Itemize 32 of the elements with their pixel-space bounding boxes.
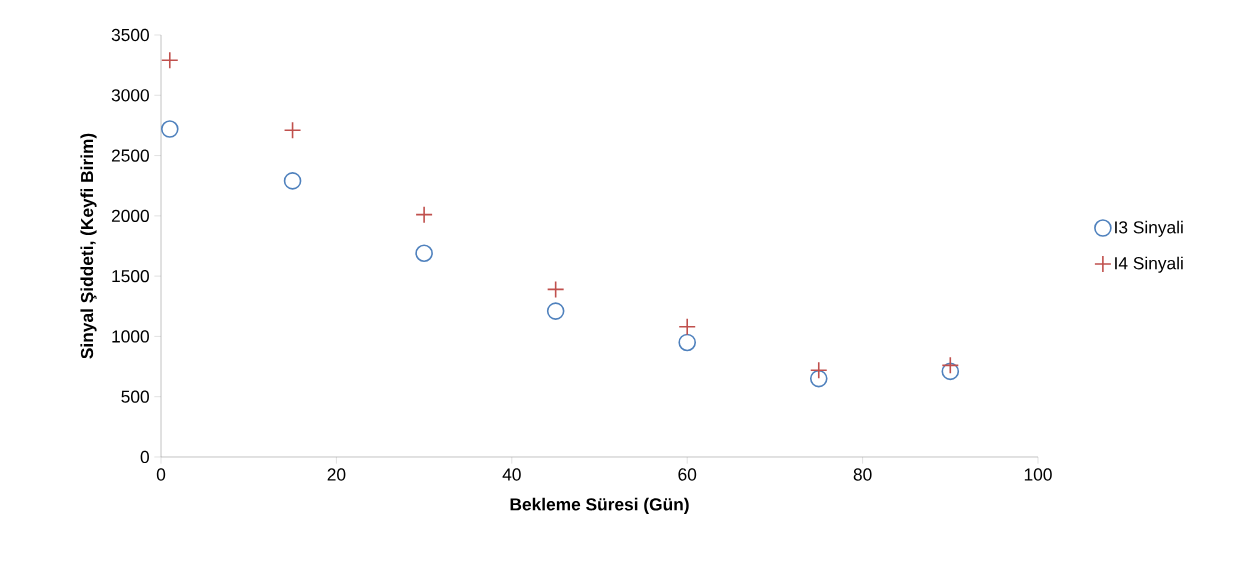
point [283, 121, 302, 140]
point [678, 317, 697, 336]
point [809, 369, 828, 388]
x-tick-label: 0 [156, 468, 166, 481]
x-tick-label: 60 [678, 468, 697, 481]
point [941, 356, 960, 375]
y-tick-label: 2000 [111, 209, 149, 222]
x-tick-label: 40 [502, 468, 521, 481]
x-tick-label: 100 [1024, 468, 1052, 481]
point [160, 120, 179, 138]
x-tick-label: 20 [327, 468, 346, 481]
y-tick-label: 3000 [111, 89, 149, 102]
point [546, 280, 565, 299]
legend-label: I4 Sinyali [1115, 256, 1183, 273]
point [160, 51, 179, 70]
point [941, 362, 960, 381]
point [415, 205, 433, 224]
y-tick-label: 1500 [112, 269, 149, 283]
y-tick-label: 1000 [112, 330, 149, 343]
point [283, 172, 302, 190]
point [678, 333, 697, 352]
point [809, 361, 828, 379]
y-tick-label: 2500 [111, 149, 149, 162]
legend-label: I3 Sinyali [1115, 220, 1183, 237]
point [415, 244, 433, 263]
point [546, 302, 565, 320]
x-tick-label: 80 [853, 468, 872, 481]
x-axis-title: Bekleme Süresi (Gün) [510, 497, 689, 514]
y-axis-title: Sinyal Şiddeti, (Keyfi Birim) [80, 133, 97, 359]
y-tick-label: 0 [140, 450, 149, 464]
y-tick-label: 3500 [111, 28, 149, 42]
y-tick-label: 500 [121, 390, 149, 403]
